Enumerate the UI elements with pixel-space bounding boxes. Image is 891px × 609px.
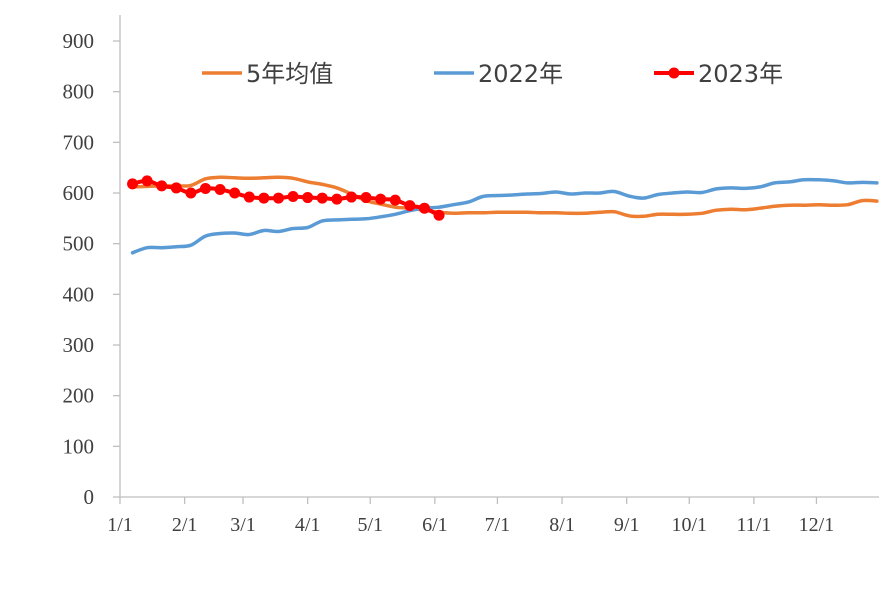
legend-label: 2023年 [698,60,783,88]
series-2-point [127,178,139,190]
series-2-point [375,193,387,205]
series-2-point [199,182,211,194]
x-tick-label: 5/1 [357,514,383,536]
y-tick-label: 600 [63,181,95,205]
series-2-point [214,183,226,195]
series-2-point [185,187,197,199]
y-tick-label: 300 [63,333,95,357]
series-2-point [229,187,241,199]
series-layer [127,175,879,255]
x-tick-label: 6/1 [422,514,448,536]
series-2-point [345,191,357,203]
y-tick-label: 400 [63,282,95,306]
series-1-line [130,177,879,255]
series-2-point [404,200,416,212]
series-2-point [272,192,284,204]
legend-label: 5年均值 [246,60,333,88]
series-2-point [156,180,168,192]
series-2-point [170,182,182,194]
y-tick-label: 500 [63,232,95,256]
x-tick-label: 11/1 [736,514,771,536]
x-tick-label: 9/1 [614,514,640,536]
x-tick-label: 3/1 [230,514,256,536]
x-tick-label: 2/1 [172,514,198,536]
y-tick-label: 900 [63,29,95,53]
series-0-line [130,175,879,219]
y-tick-label: 100 [63,434,95,458]
series-2-point [389,194,401,206]
series-2-point [433,209,445,221]
y-tick-label: 0 [84,485,95,509]
series-2-point [418,202,430,214]
x-tick-label: 1/1 [107,514,133,536]
legend-label: 2022年 [478,60,563,88]
series-2-point [258,192,270,204]
series-2-point [243,191,255,203]
y-tick-label: 800 [63,80,95,104]
legend: 5年均值 2022年 2023年 [202,60,783,88]
y-tick-label: 200 [63,384,95,408]
series-2-point [360,192,372,204]
legend-marker [668,67,680,79]
x-tick-label: 4/1 [295,514,321,536]
series-2-point [316,192,328,204]
x-axis: 1/1 2/1 3/1 4/1 5/1 6/1 7/1 8/1 9/1 10/1 11/1 12/1 [107,496,879,536]
series-2-point [331,193,343,205]
x-tick-label: 8/1 [549,514,575,536]
series-2-point [302,192,314,204]
x-tick-label: 10/1 [671,514,707,536]
series-2-point [141,175,153,187]
x-tick-label: 7/1 [485,514,511,536]
series-2-point [287,191,299,203]
series-2-line [130,178,441,218]
y-axis: 0 100 200 300 400 500 600 700 800 900 [63,15,121,509]
y-tick-label: 700 [63,130,95,154]
x-tick-label: 12/1 [799,514,835,536]
